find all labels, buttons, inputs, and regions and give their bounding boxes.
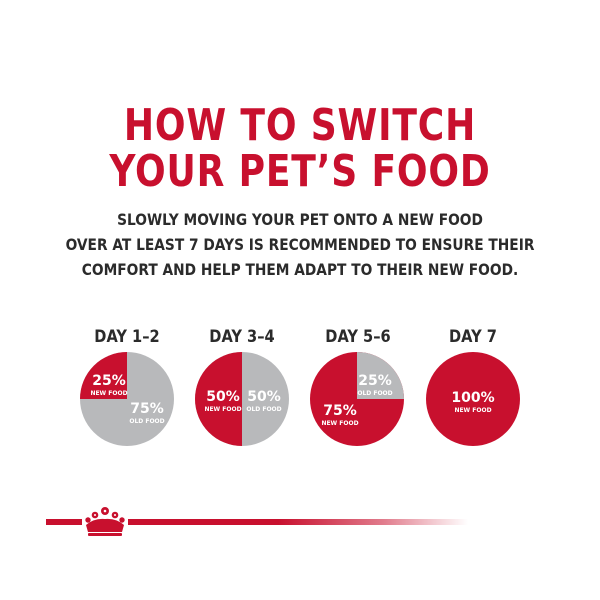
crown-icon (82, 505, 128, 539)
pie-1-new-label: NEW FOOD (90, 390, 127, 397)
pie-4-new-label: NEW FOOD (454, 407, 491, 414)
pie-day-1-2: 25% NEW FOOD 75% OLD FOOD (80, 352, 174, 446)
pie-4-new-pct: 100% (451, 390, 494, 406)
pie-3-new-label: NEW FOOD (321, 420, 358, 427)
footer-divider (46, 519, 468, 525)
pie-1-new-slice (80, 352, 127, 399)
pie-day-5-6: 25% OLD FOOD 75% NEW FOOD (310, 352, 404, 446)
headline-line-2: YOUR PET’S FOOD (109, 146, 491, 197)
pie-day-3-4: 50% NEW FOOD 50% OLD FOOD (195, 352, 289, 446)
pie-2-new-pct: 50% (206, 389, 240, 405)
intro-line-1: SLOWLY MOVING YOUR PET ONTO A NEW FOOD (117, 210, 483, 229)
day-label-4: DAY 7 (449, 327, 497, 347)
pie-3-old-slice (357, 352, 404, 399)
pie-4-new-slice (426, 352, 520, 446)
day-label-1: DAY 1–2 (94, 327, 160, 347)
pie-day-7: 100% NEW FOOD (426, 352, 520, 446)
pie-1-old-pct: 75% (130, 401, 164, 417)
day-label-3: DAY 5–6 (325, 327, 391, 347)
pie-1-new-pct: 25% (92, 373, 126, 389)
headline-line-1: HOW TO SWITCH (123, 100, 477, 151)
pie-3-old-pct: 25% (358, 373, 392, 389)
pie-2-new-label: NEW FOOD (204, 406, 241, 413)
pie-3-new-pct: 75% (323, 403, 357, 419)
pie-1-old-label: OLD FOOD (129, 418, 164, 425)
intro-line-3: COMFORT AND HELP THEM ADAPT TO THEIR NEW… (81, 260, 519, 279)
pie-2-old-pct: 50% (247, 389, 281, 405)
day-label-2: DAY 3–4 (209, 327, 275, 347)
pie-2-old-label: OLD FOOD (246, 406, 281, 413)
pie-3-old-label: OLD FOOD (357, 390, 392, 397)
intro-line-2: OVER AT LEAST 7 DAYS IS RECOMMENDED TO E… (65, 235, 535, 254)
pie-2-new-slice (195, 352, 242, 446)
